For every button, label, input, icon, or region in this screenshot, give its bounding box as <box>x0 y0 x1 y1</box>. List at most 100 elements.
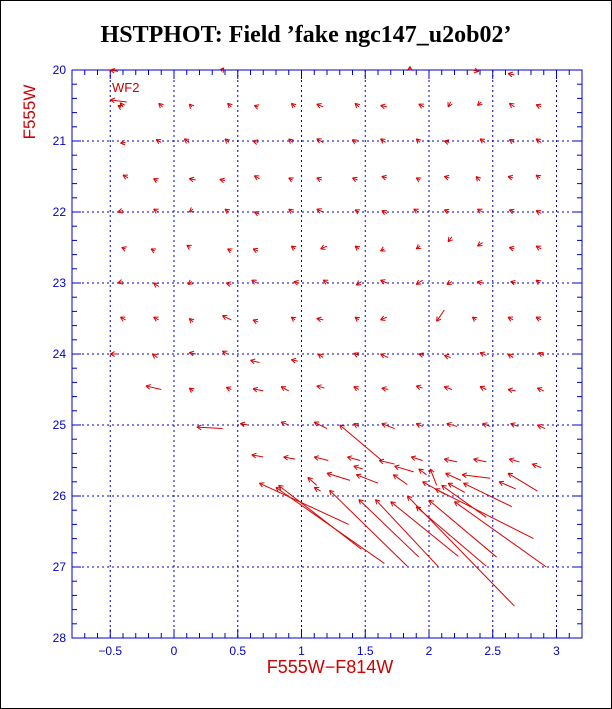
vector-arrowhead <box>510 422 516 425</box>
vector-shaft <box>189 178 196 181</box>
vector-arrowhead <box>352 139 358 141</box>
vector-arrowhead <box>283 454 289 458</box>
vector-shaft <box>454 501 547 568</box>
vector-arrowhead <box>378 460 384 465</box>
vector-arrowhead <box>110 97 116 101</box>
vector-arrowhead <box>443 458 449 463</box>
offset-vector <box>316 208 324 214</box>
x-axis-label: F555W−F814W <box>266 657 394 677</box>
vector-arrowhead <box>473 458 478 463</box>
vector-arrowhead <box>443 355 449 360</box>
vector-shaft <box>435 488 534 540</box>
offset-vector <box>188 318 195 324</box>
vector-arrowhead <box>508 209 513 215</box>
vector-arrowhead <box>380 279 384 285</box>
vector-arrowhead <box>353 352 358 358</box>
vector-shaft <box>498 481 516 490</box>
offset-vector <box>443 174 450 181</box>
y-tick-label: 25 <box>53 418 67 432</box>
vector-arrowhead <box>224 138 228 144</box>
vector-shaft <box>316 103 324 108</box>
offset-vector <box>326 471 351 481</box>
vector-arrowhead <box>188 318 192 324</box>
offset-vector <box>293 279 300 286</box>
vector-shaft <box>416 423 423 427</box>
vector-arrowhead <box>239 423 245 428</box>
offset-vector <box>507 174 514 181</box>
vector-arrowhead <box>187 283 194 285</box>
vector-arrowhead <box>536 174 542 177</box>
offset-vector <box>183 138 190 144</box>
offset-vector <box>508 457 520 463</box>
offset-vector <box>150 248 157 254</box>
vector-arrowhead <box>155 139 160 145</box>
vector-arrowhead <box>145 384 151 387</box>
offset-vector <box>508 245 515 252</box>
offset-vector <box>535 138 542 144</box>
vector-arrowhead <box>322 279 327 285</box>
vector-arrowhead <box>122 174 127 180</box>
offset-vector <box>253 104 260 110</box>
vector-arrowhead <box>110 353 115 357</box>
vector-arrowhead <box>290 103 294 109</box>
offset-vector <box>251 279 258 285</box>
offset-vector <box>477 208 483 214</box>
vector-arrowhead <box>532 462 538 465</box>
offset-vector <box>347 455 361 461</box>
vector-shaft <box>314 456 329 461</box>
offset-vector <box>476 100 483 106</box>
x-tick-label: 2.5 <box>484 644 501 658</box>
vector-arrowhead <box>120 102 126 106</box>
offset-vector <box>535 316 542 322</box>
vector-arrowhead <box>535 245 540 251</box>
vector-arrowhead <box>358 499 361 505</box>
offset-vector <box>153 282 159 288</box>
offset-vector <box>290 357 298 364</box>
vector-arrowhead <box>252 247 259 250</box>
vector-arrowhead <box>290 316 294 322</box>
vector-arrowhead <box>316 177 321 183</box>
offset-vector <box>428 499 497 558</box>
vector-arrowhead <box>415 385 421 390</box>
offset-vector <box>475 176 482 182</box>
vector-arrowhead <box>252 248 257 254</box>
vector-shaft <box>479 386 487 390</box>
vector-shaft <box>411 456 423 461</box>
offset-vector <box>117 208 124 214</box>
vector-arrowhead <box>418 468 422 474</box>
vector-arrowhead <box>329 490 332 496</box>
offset-vector <box>381 210 388 216</box>
vector-shaft <box>316 318 324 321</box>
vector-arrowhead <box>380 246 384 252</box>
vector-shaft <box>537 424 546 430</box>
offset-vector <box>278 484 362 550</box>
vector-arrowhead <box>219 67 224 71</box>
vector-shaft <box>390 501 459 557</box>
offset-vector <box>280 420 289 427</box>
vector-arrowhead <box>188 387 192 393</box>
vector-shaft <box>307 477 318 486</box>
offset-vector <box>429 468 438 486</box>
vector-arrowhead <box>508 103 513 109</box>
vector-arrowhead <box>394 464 400 467</box>
vector-arrowhead <box>352 176 358 179</box>
vector-arrowhead <box>429 468 431 475</box>
vector-arrowhead <box>510 281 515 286</box>
vector-shaft <box>278 484 362 550</box>
vector-arrowhead <box>252 388 258 393</box>
offset-vector <box>380 353 389 359</box>
vector-arrowhead <box>354 316 358 322</box>
vector-shaft <box>507 73 515 76</box>
offset-vector <box>352 139 358 145</box>
vector-shaft <box>329 489 408 567</box>
offset-vector <box>380 138 386 144</box>
vector-shaft <box>145 385 162 390</box>
vector-arrowhead <box>196 426 202 431</box>
vector-arrowhead <box>352 177 357 183</box>
offset-vector <box>508 208 515 215</box>
vector-arrowhead <box>316 316 322 319</box>
vector-arrowhead <box>444 208 450 211</box>
y-tick-label: 28 <box>53 631 67 645</box>
vector-shaft <box>418 468 427 476</box>
offset-vector <box>320 244 328 250</box>
